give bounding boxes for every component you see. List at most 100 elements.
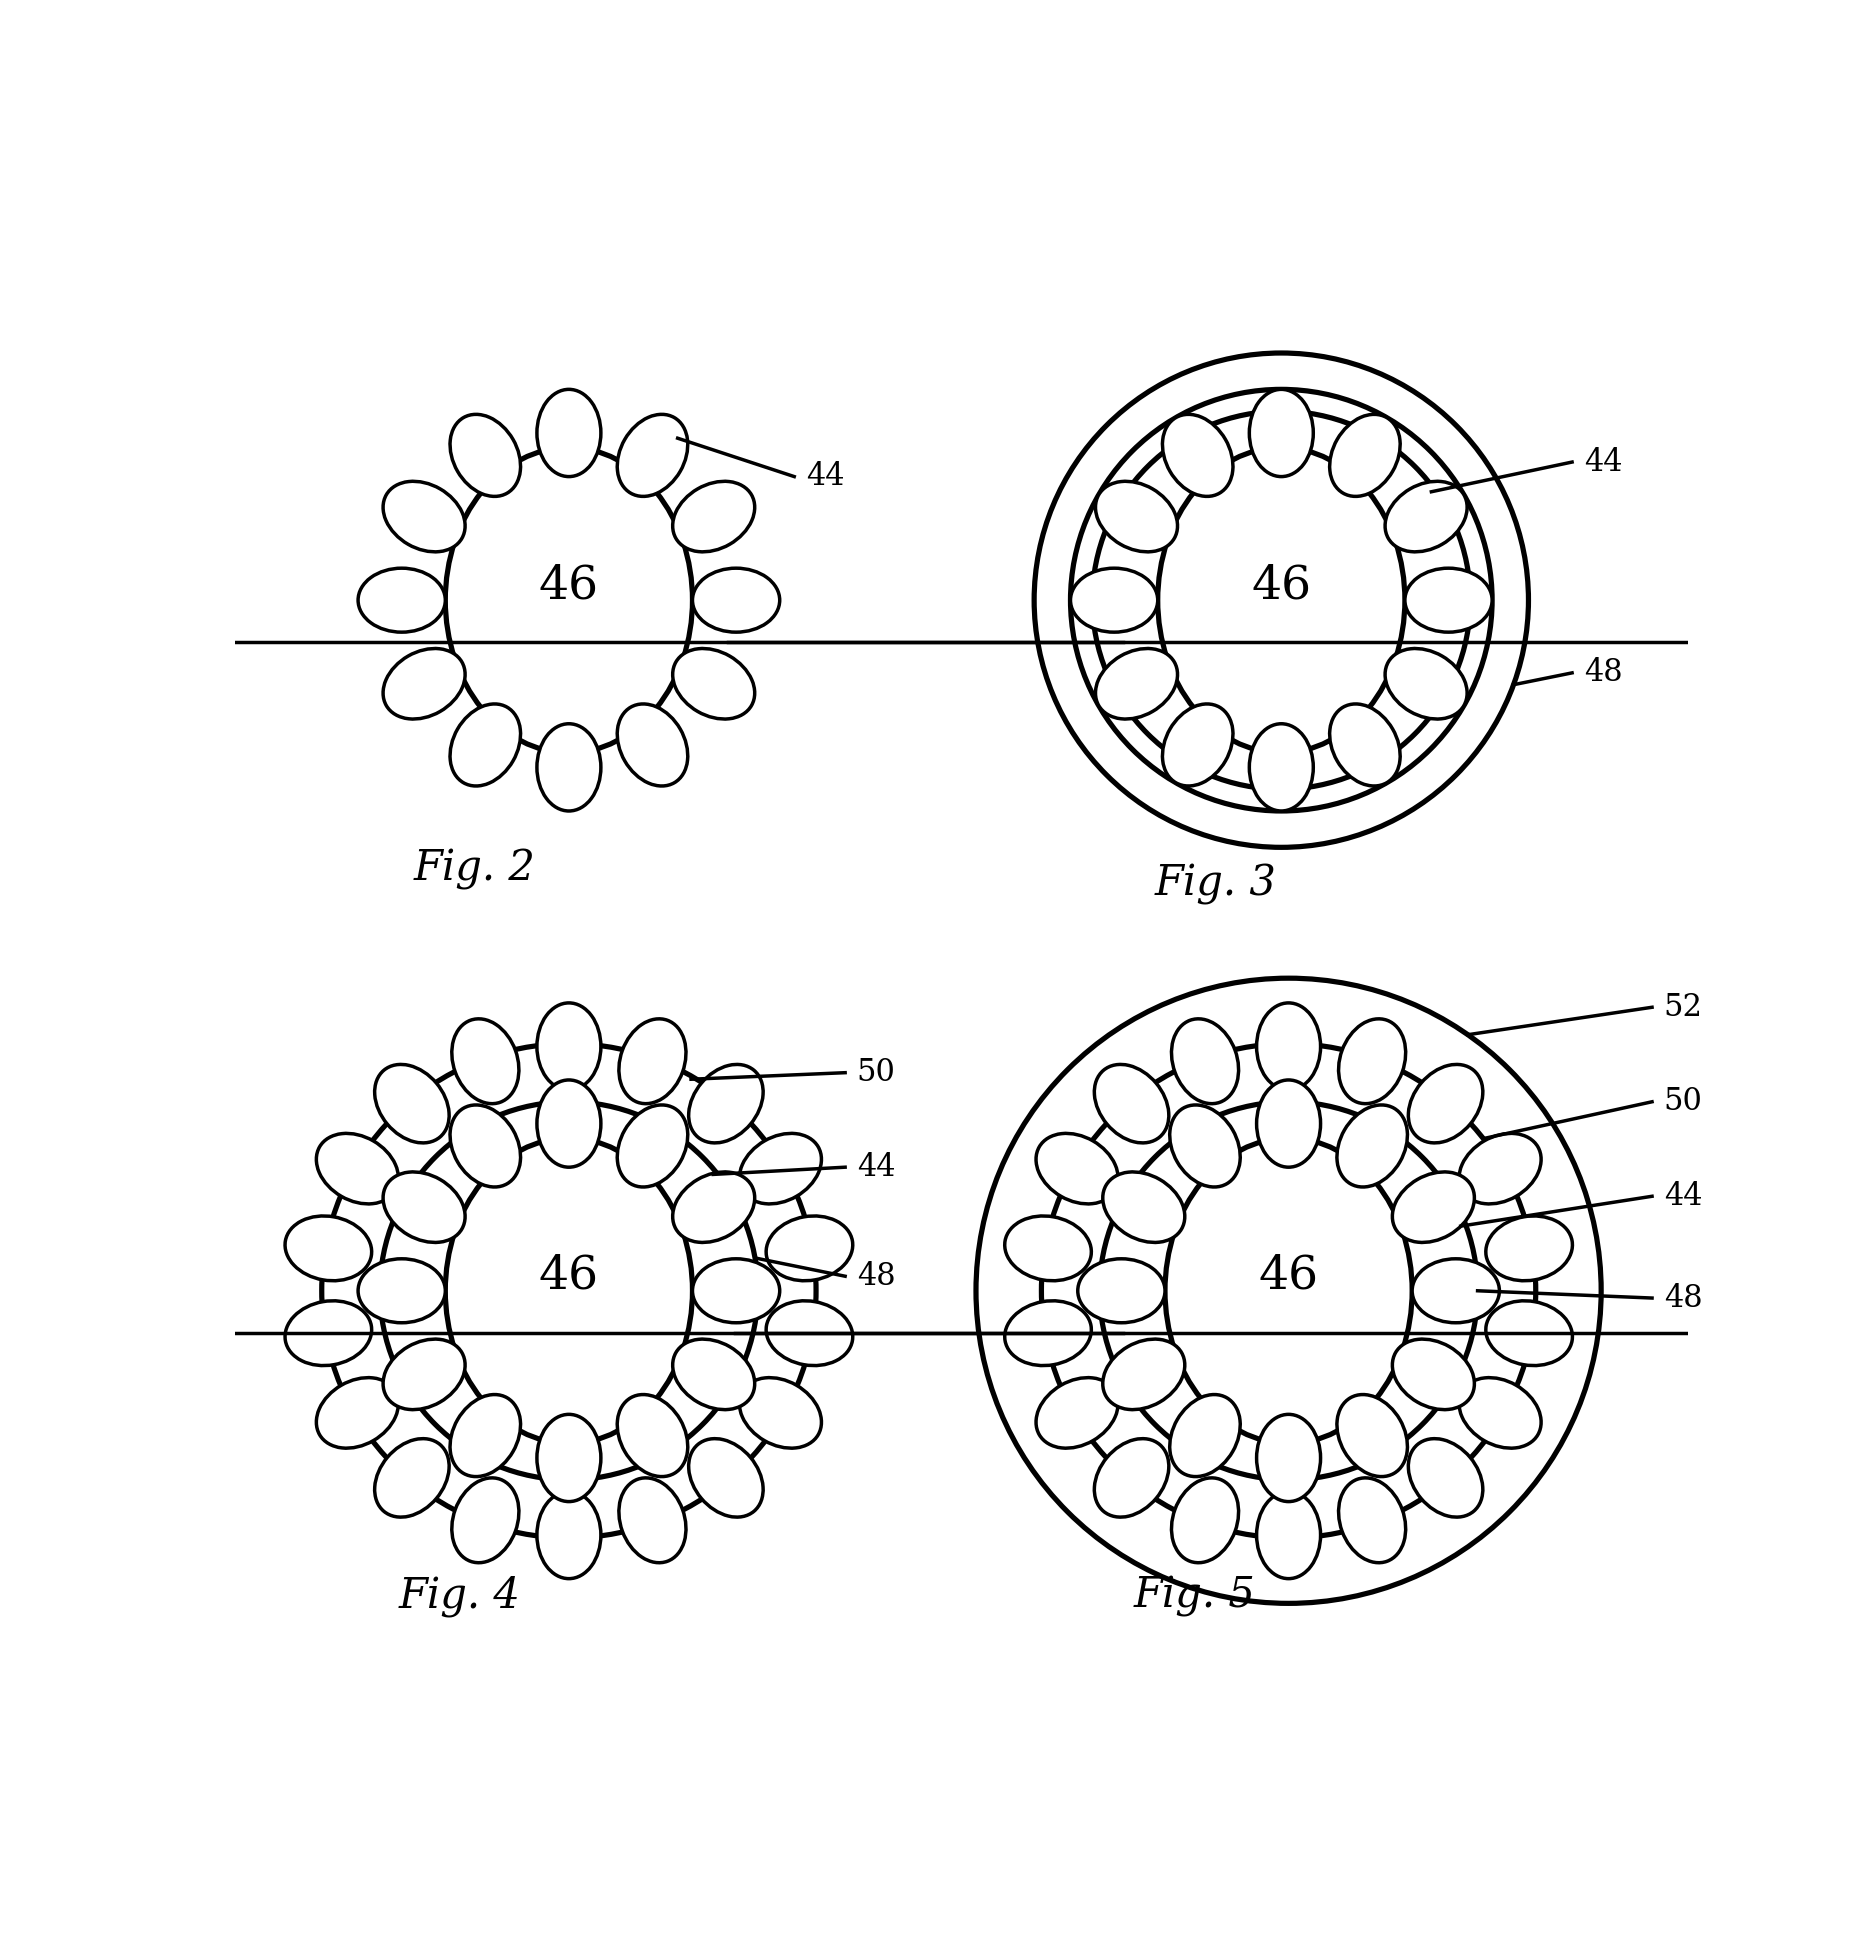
Ellipse shape	[537, 1491, 600, 1579]
Ellipse shape	[1486, 1302, 1572, 1366]
Ellipse shape	[1103, 1172, 1186, 1242]
Ellipse shape	[285, 1302, 371, 1366]
Ellipse shape	[617, 703, 688, 786]
Ellipse shape	[1330, 703, 1399, 786]
Text: 44: 44	[1664, 1182, 1702, 1213]
Ellipse shape	[673, 1338, 754, 1410]
Circle shape	[1034, 353, 1529, 846]
Ellipse shape	[1257, 1003, 1321, 1091]
Circle shape	[379, 1102, 758, 1480]
Ellipse shape	[1338, 1104, 1407, 1187]
Circle shape	[1099, 1102, 1478, 1480]
Ellipse shape	[383, 649, 465, 719]
Text: 48: 48	[1664, 1282, 1702, 1313]
Ellipse shape	[1392, 1172, 1475, 1242]
Ellipse shape	[673, 480, 754, 552]
Ellipse shape	[1409, 1065, 1482, 1143]
Ellipse shape	[673, 649, 754, 719]
Ellipse shape	[1249, 724, 1313, 812]
Ellipse shape	[1413, 1259, 1499, 1323]
Ellipse shape	[1094, 1065, 1169, 1143]
Ellipse shape	[358, 568, 445, 631]
Circle shape	[976, 978, 1600, 1604]
Ellipse shape	[1257, 1414, 1321, 1501]
Ellipse shape	[1257, 1081, 1321, 1168]
Text: 44: 44	[1583, 447, 1623, 478]
Ellipse shape	[317, 1377, 398, 1449]
Ellipse shape	[1163, 415, 1233, 496]
Ellipse shape	[452, 1019, 520, 1104]
Ellipse shape	[1165, 1139, 1413, 1443]
Ellipse shape	[445, 1139, 692, 1443]
Ellipse shape	[1157, 447, 1405, 753]
Ellipse shape	[1171, 1019, 1238, 1104]
Circle shape	[1092, 411, 1471, 788]
Circle shape	[1071, 389, 1491, 812]
Ellipse shape	[1096, 649, 1178, 719]
Ellipse shape	[765, 1302, 854, 1366]
Text: 48: 48	[857, 1261, 895, 1292]
Ellipse shape	[537, 724, 600, 812]
Ellipse shape	[1006, 1216, 1092, 1280]
Ellipse shape	[1171, 1395, 1240, 1476]
Ellipse shape	[617, 1395, 688, 1476]
Ellipse shape	[383, 480, 465, 552]
Ellipse shape	[1103, 1338, 1186, 1410]
Ellipse shape	[619, 1019, 687, 1104]
Ellipse shape	[450, 415, 520, 496]
Ellipse shape	[1249, 389, 1313, 477]
Text: 46: 46	[538, 564, 598, 608]
Ellipse shape	[739, 1377, 822, 1449]
Text: 48: 48	[1583, 657, 1623, 688]
Ellipse shape	[1006, 1302, 1092, 1366]
Text: Fig. 3: Fig. 3	[1156, 862, 1278, 905]
Text: 44: 44	[857, 1153, 895, 1184]
Ellipse shape	[617, 415, 688, 496]
Ellipse shape	[1036, 1133, 1118, 1205]
Ellipse shape	[317, 1133, 398, 1205]
Text: Fig. 2: Fig. 2	[413, 848, 535, 891]
Circle shape	[1041, 1044, 1536, 1538]
Ellipse shape	[688, 1065, 764, 1143]
Ellipse shape	[383, 1338, 465, 1410]
Ellipse shape	[383, 1172, 465, 1242]
Text: Fig. 5: Fig. 5	[1133, 1575, 1255, 1617]
Ellipse shape	[739, 1133, 822, 1205]
Ellipse shape	[1392, 1338, 1475, 1410]
Ellipse shape	[692, 568, 780, 631]
Ellipse shape	[1486, 1216, 1572, 1280]
Ellipse shape	[1171, 1104, 1240, 1187]
Ellipse shape	[765, 1216, 854, 1280]
Ellipse shape	[537, 1414, 600, 1501]
Ellipse shape	[1409, 1439, 1482, 1517]
Ellipse shape	[452, 1478, 520, 1563]
Ellipse shape	[1163, 703, 1233, 786]
Ellipse shape	[450, 1104, 520, 1187]
Ellipse shape	[450, 1395, 520, 1476]
Ellipse shape	[1096, 480, 1178, 552]
Ellipse shape	[1460, 1133, 1540, 1205]
Ellipse shape	[619, 1478, 687, 1563]
Ellipse shape	[1339, 1478, 1405, 1563]
Ellipse shape	[1171, 1478, 1238, 1563]
Ellipse shape	[358, 1259, 445, 1323]
Text: 52: 52	[1664, 992, 1703, 1023]
Text: 46: 46	[1251, 564, 1311, 608]
Ellipse shape	[673, 1172, 754, 1242]
Ellipse shape	[445, 447, 692, 753]
Text: 50: 50	[1664, 1087, 1703, 1118]
Ellipse shape	[692, 1259, 780, 1323]
Ellipse shape	[1339, 1019, 1405, 1104]
Ellipse shape	[617, 1104, 688, 1187]
Ellipse shape	[537, 1081, 600, 1168]
Text: 44: 44	[807, 461, 844, 492]
Ellipse shape	[375, 1439, 448, 1517]
Ellipse shape	[1405, 568, 1491, 631]
Ellipse shape	[1257, 1491, 1321, 1579]
Ellipse shape	[1384, 480, 1467, 552]
Ellipse shape	[1071, 568, 1157, 631]
Ellipse shape	[1338, 1395, 1407, 1476]
Ellipse shape	[1036, 1377, 1118, 1449]
Text: 46: 46	[1259, 1253, 1319, 1300]
Ellipse shape	[1330, 415, 1399, 496]
